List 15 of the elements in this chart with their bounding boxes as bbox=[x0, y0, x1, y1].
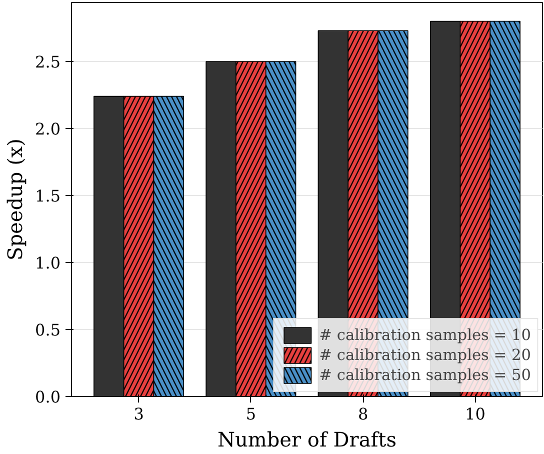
legend-label: # calibration samples = 20 bbox=[319, 346, 531, 364]
legend-label: # calibration samples = 50 bbox=[319, 366, 531, 384]
x-axis-title: Number of Drafts bbox=[218, 428, 396, 452]
y-axis-title: Speedup (x) bbox=[3, 138, 28, 260]
x-tick-label: 10 bbox=[465, 404, 486, 424]
y-tick-label: 1.0 bbox=[35, 253, 61, 272]
y-tick-label: 2.5 bbox=[35, 52, 61, 72]
y-tick-label: 1.5 bbox=[35, 186, 61, 206]
x-tick-label: 3 bbox=[134, 404, 144, 424]
x-tick-label: 8 bbox=[358, 404, 368, 424]
y-tick-label: 2.0 bbox=[35, 119, 61, 138]
y-tick-label: 0.5 bbox=[35, 320, 61, 340]
x-tick-label: 5 bbox=[246, 404, 256, 424]
legend-label: # calibration samples = 10 bbox=[319, 326, 531, 344]
y-tick-label: 0.0 bbox=[35, 388, 61, 406]
